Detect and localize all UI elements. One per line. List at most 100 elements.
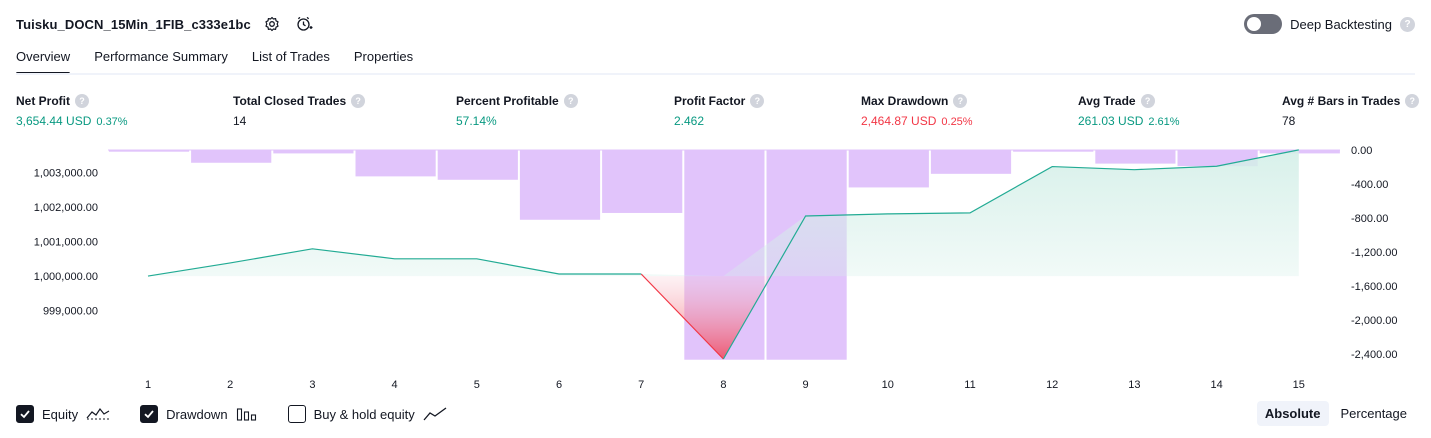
display-mode: Absolute Percentage xyxy=(1256,401,1415,426)
tab-list-of-trades[interactable]: List of Trades xyxy=(251,49,330,64)
x-axis-tick-label: 2 xyxy=(227,379,233,391)
deep-backtesting-toggle[interactable] xyxy=(1244,14,1283,34)
drawdown-checkbox[interactable] xyxy=(140,405,159,423)
right-axis-tick-label: -2,000.00 xyxy=(1351,315,1397,327)
stat-label: Net Profit xyxy=(16,94,70,108)
left-axis-tick-label: 1,001,000.00 xyxy=(34,237,98,249)
drawdown-bar xyxy=(355,150,436,177)
stat-label: Max Drawdown xyxy=(861,94,949,108)
equity-drawdown-chart: 1,003,000.00 1,002,000.00 1,001,000.00 1,00… xyxy=(34,145,1398,391)
equity-area xyxy=(148,149,1299,277)
info-icon[interactable]: ? xyxy=(1405,94,1420,108)
right-axis-tick-label: -800.00 xyxy=(1351,213,1388,225)
stat-value: 57.14% xyxy=(456,114,497,128)
toggle-knob xyxy=(1247,17,1262,31)
buy-hold-checkbox[interactable] xyxy=(287,405,306,423)
tab-bar: Overview Performance Summary List of Tra… xyxy=(16,46,414,75)
right-axis-tick-label: -1,200.00 xyxy=(1351,247,1397,259)
stat-max-drawdown: Max Drawdown? 2,464.87 USD 0.25% xyxy=(861,94,973,128)
x-axis-tick-label: 1 xyxy=(145,379,151,391)
trend-line-icon xyxy=(423,407,447,421)
stat-percent-profitable: Percent Profitable? 57.14% xyxy=(456,94,578,128)
settings-icon[interactable] xyxy=(261,13,283,35)
legend-equity-label: Equity xyxy=(42,406,79,422)
x-axis-tick-label: 4 xyxy=(392,379,398,391)
stat-percent: 0.25% xyxy=(941,116,973,128)
left-axis-tick-label: 1,002,000.00 xyxy=(34,202,98,214)
left-axis-tick-label: 999,000.00 xyxy=(43,306,98,318)
drawdown-bar xyxy=(848,150,929,188)
x-axis-tick-label: 6 xyxy=(556,379,562,391)
legend-drawdown-label: Drawdown xyxy=(166,406,228,422)
x-axis-tick-label: 5 xyxy=(474,379,480,391)
x-axis-tick-label: 8 xyxy=(720,379,726,391)
equity-loss-line xyxy=(640,273,724,360)
drawdown-bar xyxy=(519,150,601,220)
strategy-header: Tuisku_DOCN_15Min_1FIB_c333e1bc xyxy=(16,12,315,36)
stat-label: Percent Profitable xyxy=(456,94,559,108)
absolute-button[interactable]: Absolute xyxy=(1256,401,1329,426)
tab-properties[interactable]: Properties xyxy=(353,49,414,64)
right-axis-tick-label: -1,600.00 xyxy=(1351,281,1397,293)
x-axis-tick-label: 12 xyxy=(1046,379,1058,391)
drawdown-bar xyxy=(1013,150,1094,152)
deep-backtesting-label: Deep Backtesting xyxy=(1290,16,1392,32)
info-icon[interactable]: ? xyxy=(75,94,89,108)
legend-buy-hold[interactable]: Buy & hold equity xyxy=(287,405,447,423)
tab-overview[interactable]: Overview xyxy=(16,46,71,75)
stat-label: Total Closed Trades xyxy=(233,94,347,108)
equity-loss-area xyxy=(643,276,772,359)
stat-net-profit: Net Profit? 3,654.44 USD 0.37% xyxy=(16,94,128,128)
stat-avg-bars: Avg # Bars in Trades? 78 xyxy=(1282,94,1420,128)
stat-percent: 0.37% xyxy=(96,116,128,128)
legend-equity[interactable]: Equity xyxy=(16,405,110,423)
stat-total-closed-trades: Total Closed Trades? 14 xyxy=(233,94,366,128)
stat-percent: 2.61% xyxy=(1148,116,1180,128)
stat-value: 3,654.44 USD xyxy=(16,114,92,128)
drawdown-bar xyxy=(437,150,518,180)
left-axis-tick-label: 1,000,000.00 xyxy=(34,271,98,283)
strategy-title: Tuisku_DOCN_15Min_1FIB_c333e1bc xyxy=(16,16,251,32)
x-axis-tick-label: 10 xyxy=(882,379,894,391)
deep-backtesting: Deep Backtesting ? xyxy=(1244,12,1415,36)
stats-row: Net Profit? 3,654.44 USD 0.37% Total Clos… xyxy=(16,94,1420,130)
equity-checkbox[interactable] xyxy=(16,405,34,423)
x-axis-tick-label: 7 xyxy=(638,379,644,391)
right-axis-tick-label: -2,400.00 xyxy=(1351,349,1397,361)
bar-chart-icon xyxy=(236,408,256,421)
percentage-button[interactable]: Percentage xyxy=(1340,406,1408,421)
add-alert-icon[interactable] xyxy=(293,13,315,35)
help-icon[interactable]: ? xyxy=(1400,16,1415,32)
stat-value: 2.462 xyxy=(674,114,705,128)
right-axis-tick-label: 0.00 xyxy=(1351,145,1372,157)
left-axis-tick-label: 1,003,000.00 xyxy=(34,167,98,179)
tab-divider xyxy=(16,73,1415,75)
stat-value: 78 xyxy=(1282,114,1296,128)
drawdown-bar xyxy=(191,150,272,163)
drawdown-bar xyxy=(1095,150,1176,164)
info-icon[interactable]: ? xyxy=(750,94,765,108)
x-axis-tick-label: 14 xyxy=(1210,379,1222,391)
info-icon[interactable]: ? xyxy=(351,94,366,108)
tab-performance-summary[interactable]: Performance Summary xyxy=(94,49,228,64)
stat-value: 261.03 USD xyxy=(1078,114,1144,128)
equity-line-icon xyxy=(86,407,110,420)
stat-label: Avg # Bars in Trades xyxy=(1282,94,1401,108)
x-axis-tick-label: 3 xyxy=(309,379,315,391)
x-axis-tick-label: 11 xyxy=(964,379,975,391)
info-icon[interactable]: ? xyxy=(1140,94,1155,108)
drawdown-bar xyxy=(1259,150,1340,154)
x-axis-tick-label: 13 xyxy=(1128,379,1140,391)
info-icon[interactable]: ? xyxy=(953,94,968,108)
stat-avg-trade: Avg Trade? 261.03 USD 2.61% xyxy=(1078,94,1180,128)
right-axis-tick-label: -400.00 xyxy=(1351,179,1388,191)
drawdown-bar xyxy=(602,150,683,213)
x-axis-tick-label: 9 xyxy=(803,379,809,391)
stat-label: Profit Factor xyxy=(674,94,746,108)
legend-buy-hold-label: Buy & hold equity xyxy=(313,406,415,422)
info-icon[interactable]: ? xyxy=(563,94,578,108)
drawdown-bar xyxy=(930,150,1012,174)
legend-drawdown[interactable]: Drawdown xyxy=(140,405,257,423)
chart-legend: Equity Drawdown Buy & hold equity xyxy=(16,403,477,425)
drawdown-bar xyxy=(108,150,190,152)
